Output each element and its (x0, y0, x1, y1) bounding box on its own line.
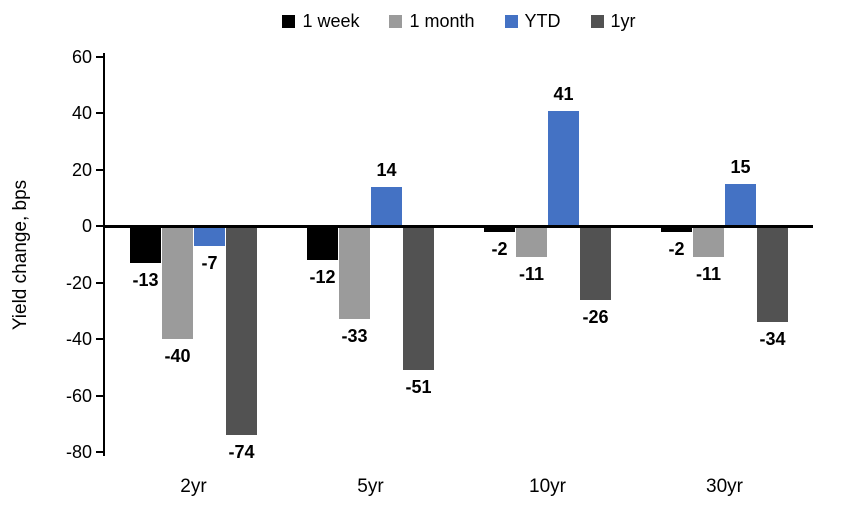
bar-value-label: -26 (582, 306, 609, 327)
bar-value-label: 15 (730, 156, 751, 177)
bar-1-month-2yr (162, 226, 193, 340)
bar-ytd-10yr (548, 110, 579, 227)
bar-value-label: -11 (695, 264, 722, 285)
y-tick-label: -40 (65, 329, 92, 350)
y-tick-mark (96, 281, 104, 284)
bar-1-month-10yr (516, 226, 547, 258)
bar-value-label: -11 (518, 264, 545, 285)
bar-1-week-2yr (130, 226, 161, 263)
bar-value-label: -2 (491, 238, 508, 259)
bar-value-label: -40 (164, 346, 191, 367)
bar-1yr-10yr (580, 226, 611, 300)
y-tick-mark (96, 56, 104, 58)
bar-1-week-10yr (484, 226, 515, 232)
legend-item-ytd: YTD (504, 10, 561, 32)
bar-1yr-30yr (757, 226, 788, 323)
bar-value-label: -33 (341, 326, 368, 347)
bar-1yr-2yr (226, 226, 257, 436)
y-tick-label: 40 (71, 103, 92, 124)
y-tick-mark (96, 225, 104, 228)
y-axis-title: Yield change, bps (10, 179, 31, 331)
y-tick-label: -60 (65, 385, 92, 406)
x-category-label-5yr: 5yr (357, 476, 384, 497)
bar-value-label: -13 (132, 269, 159, 290)
x-category-label-30yr: 30yr (706, 476, 743, 497)
bar-value-label: -74 (228, 442, 255, 463)
legend-label: YTD (524, 10, 561, 31)
bar-value-label: 41 (553, 83, 574, 104)
y-tick-mark (96, 394, 104, 397)
bar-1-month-5yr (339, 226, 370, 320)
y-tick-label: -20 (65, 272, 92, 293)
bar-1-week-30yr (661, 226, 692, 232)
x-category-label-10yr: 10yr (529, 476, 566, 497)
bar-value-label: 14 (376, 159, 397, 180)
legend-item-1-week: 1 week (282, 11, 359, 32)
bar-value-label: -2 (668, 238, 685, 259)
y-tick-label: 60 (71, 47, 92, 67)
y-tick-label: -80 (65, 442, 92, 462)
x-category-label-2yr: 2yr (180, 476, 207, 497)
legend-item-1yr: 1yr (590, 10, 636, 32)
y-tick-label: 20 (71, 159, 92, 180)
legend-swatch-1yr (590, 14, 604, 28)
y-axis-line (103, 53, 105, 456)
legend-swatch-ytd (504, 14, 518, 28)
zero-baseline (103, 225, 813, 229)
bar-ytd-5yr (371, 186, 402, 227)
y-tick-mark (96, 168, 104, 171)
legend-swatch-1-month (389, 14, 403, 28)
y-tick-mark (96, 338, 104, 341)
bar-ytd-30yr (725, 183, 756, 227)
bar-ytd-2yr (194, 226, 225, 247)
y-tick-mark (96, 112, 104, 115)
legend-item-1-month: 1 month (389, 10, 475, 32)
legend-swatch-1-week (282, 14, 296, 28)
bar-value-label: -51 (405, 377, 432, 398)
legend-label: 1 month (409, 10, 475, 31)
bar-1-week-5yr (307, 226, 338, 261)
bar-value-label: -7 (201, 253, 218, 274)
bar-value-label: -34 (759, 329, 786, 350)
legend-label: 1yr (610, 10, 636, 31)
y-tick-mark (96, 451, 104, 453)
bar-1-month-30yr (693, 226, 724, 258)
bar-1yr-5yr (403, 226, 434, 371)
legend-label: 1 week (302, 10, 360, 31)
y-tick-label: 0 (81, 216, 92, 237)
bar-value-label: -12 (309, 267, 336, 288)
chart-legend: 1 week 1 month YTD 1yr (105, 8, 813, 34)
